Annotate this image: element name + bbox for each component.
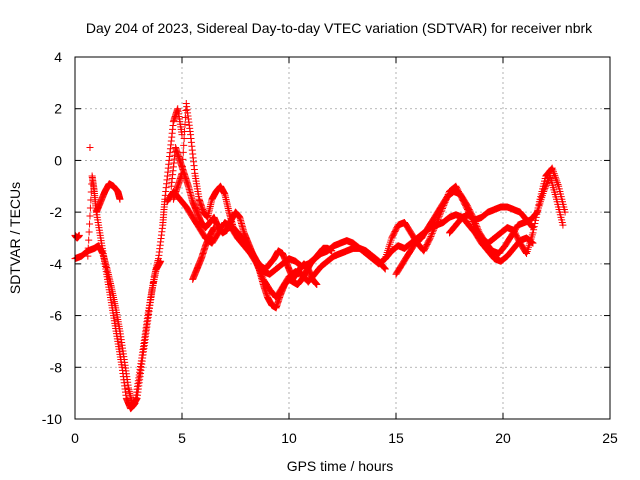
data-point [181, 120, 189, 128]
data-point [543, 180, 551, 188]
data-series [446, 203, 537, 237]
data-point [426, 234, 434, 242]
data-point [474, 226, 482, 234]
y-tick-label: -6 [50, 308, 63, 324]
data-series [86, 144, 94, 151]
data-point [84, 252, 92, 260]
data-point [429, 228, 437, 236]
data-point [428, 229, 436, 237]
data-series [253, 211, 537, 278]
data-point [559, 221, 567, 229]
y-tick-label: -8 [50, 359, 63, 375]
data-point [210, 224, 218, 232]
data-point [473, 223, 481, 231]
data-series [71, 231, 83, 242]
data-point [551, 171, 559, 179]
data-points [71, 100, 569, 413]
x-tick-label: 15 [388, 430, 404, 446]
data-point [258, 272, 266, 280]
data-series [71, 105, 186, 410]
data-point [431, 222, 439, 230]
y-tick-label: 2 [54, 101, 62, 117]
data-point [551, 173, 559, 181]
data-point [474, 224, 482, 232]
data-point [86, 220, 94, 228]
y-tick-label: 4 [54, 49, 62, 65]
data-point [548, 164, 556, 172]
y-tick-label: 0 [54, 152, 62, 168]
data-point [427, 232, 435, 240]
data-point [429, 226, 437, 234]
data-point [541, 184, 549, 192]
x-tick-label: 5 [178, 430, 186, 446]
data-series [92, 180, 124, 216]
data-series [189, 224, 218, 283]
data-point [380, 263, 388, 271]
data-point [544, 178, 552, 186]
x-tick-label: 20 [495, 430, 511, 446]
x-tick-label: 0 [71, 430, 79, 446]
chart-title: Day 204 of 2023, Sidereal Day-to-day VTE… [86, 20, 593, 36]
data-point [179, 148, 187, 156]
plot-frame [74, 56, 611, 420]
data-point [85, 228, 93, 236]
data-point [532, 210, 540, 218]
axis-ticks: 0 5 10 15 20 25 -10 -8 -6 -4 -2 0 2 4 [42, 49, 618, 446]
data-point [157, 257, 165, 265]
data-point [540, 186, 548, 194]
data-point [85, 236, 93, 244]
x-axis-label: GPS time / hours [287, 458, 394, 474]
x-tick-label: 10 [281, 430, 297, 446]
data-point [86, 212, 94, 220]
data-point [180, 134, 188, 142]
data-point [533, 209, 541, 217]
y-tick-label: -10 [42, 411, 62, 427]
data-point [84, 244, 92, 252]
data-point [313, 281, 321, 289]
data-point [431, 223, 439, 231]
data-point [550, 170, 558, 178]
data-point [430, 225, 438, 233]
data-point [542, 181, 550, 189]
data-point [432, 220, 440, 228]
data-point [381, 265, 389, 273]
data-point [554, 180, 562, 188]
y-tick-label: -2 [50, 204, 63, 220]
data-point [528, 222, 536, 230]
data-point [542, 183, 550, 191]
data-point [550, 168, 558, 176]
data-point [549, 166, 557, 174]
x-tick-label: 25 [602, 430, 618, 446]
data-point [426, 235, 434, 243]
y-tick-label: -4 [50, 256, 63, 272]
data-point [428, 231, 436, 239]
data-point [540, 187, 548, 195]
data-series [381, 164, 569, 263]
data-point [529, 224, 537, 232]
data-point [180, 141, 188, 149]
data-point [552, 175, 560, 183]
data-point [528, 223, 536, 231]
y-axis-label: SDTVAR / TECUs [7, 182, 23, 294]
data-series [392, 172, 567, 278]
data-point [116, 195, 124, 203]
data-point [381, 264, 389, 272]
data-point [86, 144, 94, 151]
data-point [75, 231, 83, 239]
